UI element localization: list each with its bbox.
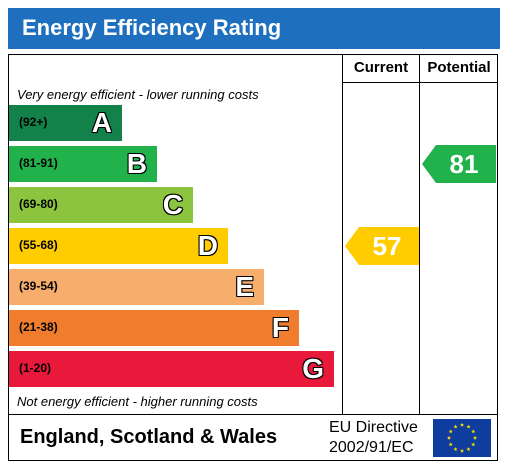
rating-band-g: (1-20) G [9, 351, 334, 387]
band-range-label: (92+) [19, 115, 48, 129]
band-range-label: (81-91) [19, 156, 58, 170]
page-title: Energy Efficiency Rating [22, 15, 282, 40]
footer: England, Scotland & Wales EU Directive 2… [8, 414, 498, 461]
band-range-label: (21-38) [19, 320, 58, 334]
band-letter-label: F [271, 312, 289, 343]
band-letter-label: A [91, 107, 112, 138]
eu-star [446, 435, 452, 440]
eu-star [459, 422, 465, 427]
band-letter-label: E [235, 271, 254, 302]
band-letter-label: G [302, 353, 324, 384]
band-range-label: (69-80) [19, 197, 58, 211]
eu-star [466, 424, 471, 429]
column-header-divider [342, 82, 498, 83]
eu-star [471, 429, 476, 434]
potential-rating-arrow: 81 [422, 145, 496, 183]
current-arrow-shape [345, 227, 419, 265]
eu-star [448, 442, 453, 447]
eu-flag-icon [433, 419, 491, 457]
band-range-label: (55-68) [19, 238, 58, 252]
eu-star [466, 447, 471, 452]
rating-band-e: (39-54) E [9, 269, 264, 305]
current-rating-value: 57 [372, 231, 402, 261]
band-letter-label: C [162, 189, 183, 220]
eu-star [448, 429, 453, 434]
band-range-label: (39-54) [19, 279, 58, 293]
current-rating-arrow: 57 [345, 227, 419, 265]
rating-band-f: (21-38) F [9, 310, 299, 346]
top-note: Very energy efficient - lower running co… [17, 87, 259, 102]
current-column-divider [342, 54, 343, 415]
band-letter-label: D [197, 230, 218, 261]
band-letter-label: B [126, 148, 147, 179]
potential-arrow-shape [422, 145, 496, 183]
rating-band-c: (69-80) C [9, 187, 193, 223]
eu-star [471, 442, 476, 447]
rating-band-d: (55-68) D [9, 228, 228, 264]
rating-band-a: (92+) A [9, 105, 122, 141]
footer-directive-line1: EU Directive [329, 419, 418, 436]
current-column-header: Current [353, 59, 409, 76]
eu-star [453, 447, 458, 452]
eu-star [472, 435, 478, 440]
rating-band-b: (81-91) B [9, 146, 157, 182]
eu-star [453, 424, 458, 429]
potential-column-divider [419, 54, 420, 415]
footer-region: England, Scotland & Wales [20, 426, 278, 448]
bottom-note: Not energy efficient - higher running co… [17, 394, 258, 409]
potential-rating-value: 81 [449, 149, 479, 179]
eu-star [459, 448, 465, 453]
potential-column-header: Potential [427, 59, 491, 76]
band-range-label: (1-20) [19, 361, 52, 375]
footer-directive-line2: 2002/91/EC [329, 439, 414, 456]
header-bar: Energy Efficiency Rating [8, 8, 500, 49]
